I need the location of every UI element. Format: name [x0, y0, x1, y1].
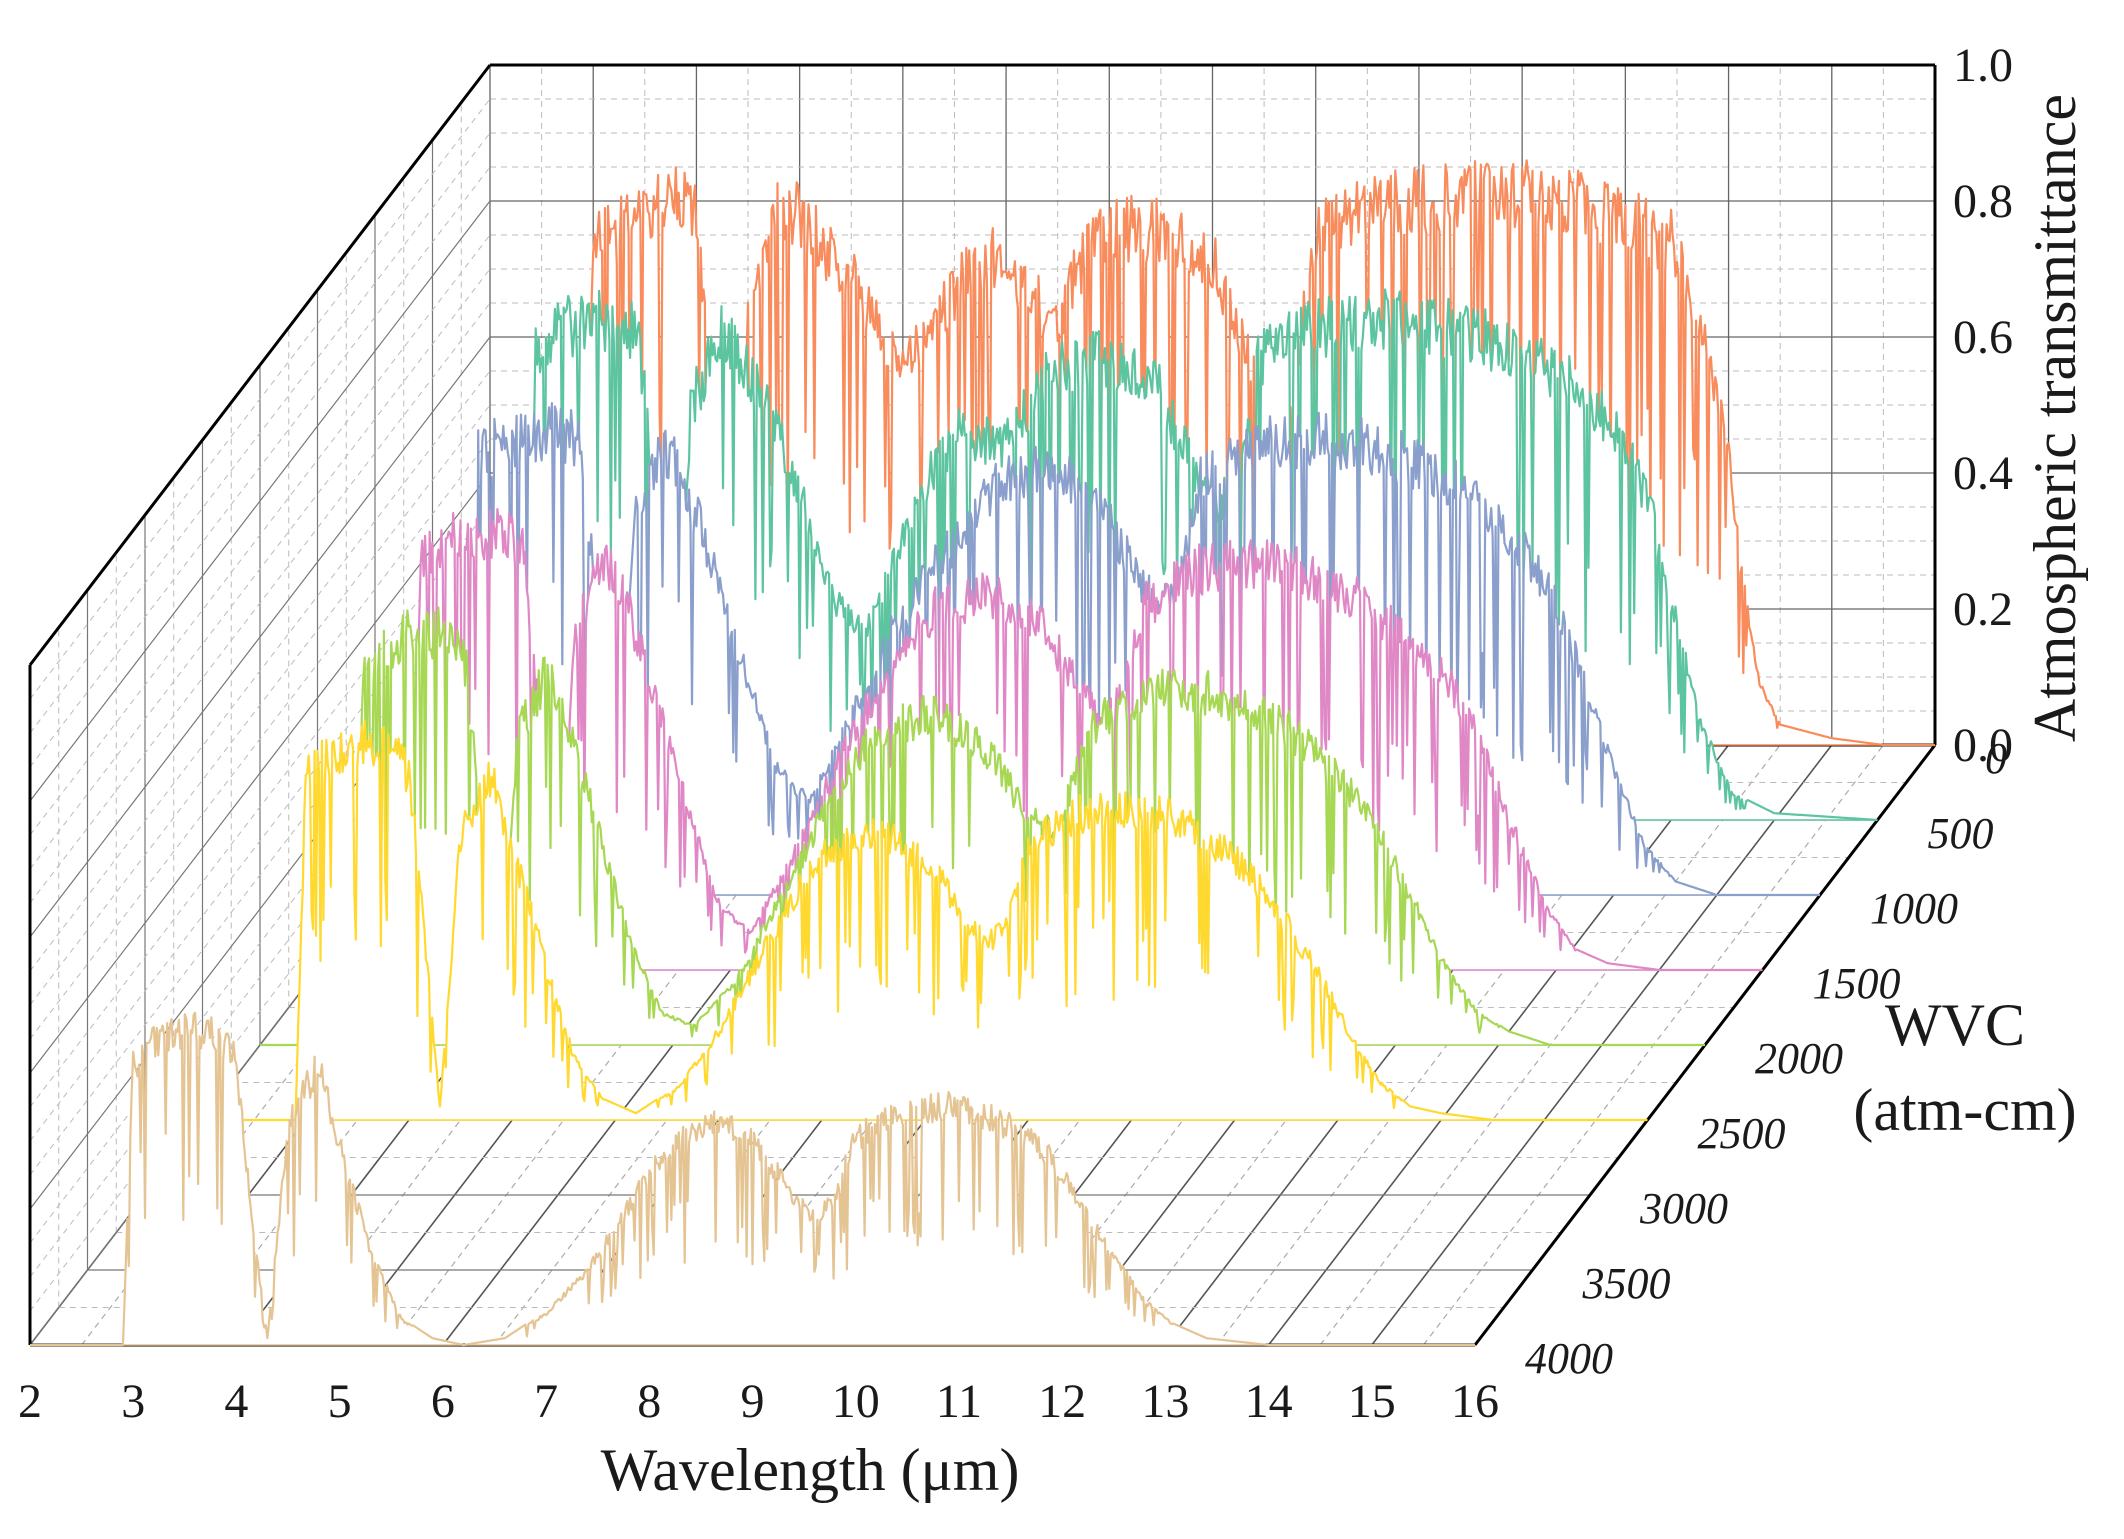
z-tick-label: 1.0: [1953, 39, 2013, 92]
side-grid-line: [29, 132, 491, 734]
series-line-wvc-2500: [202, 719, 1648, 1122]
series-layer: [30, 159, 1935, 1347]
z-axis-title: Atmospheric transmittance: [2022, 94, 2088, 742]
wvc-tick-label: 0: [1985, 734, 2007, 783]
z-tick-label: 0.0: [1953, 719, 2013, 772]
x-tick-label: 5: [328, 1375, 352, 1428]
wvc-tick-label: 500: [1928, 809, 1994, 858]
x-tick-label: 2: [18, 1375, 42, 1428]
side-grid-line: [29, 98, 491, 700]
wvc-axis-unit: (atm-cm): [1853, 1077, 2076, 1143]
z-tick-labels: 0.0 0.2 0.4 0.6 0.8 1.0: [1953, 39, 2013, 772]
x-tick-label: 6: [431, 1375, 455, 1428]
x-tick-label: 4: [224, 1375, 248, 1428]
x-tick-label: 15: [1348, 1375, 1396, 1428]
wvc-tick-label: 3500: [1582, 1259, 1671, 1308]
side-grid-line: [29, 302, 491, 904]
z-tick-label: 0.6: [1953, 311, 2013, 364]
z-tick-label: 0.8: [1953, 175, 2013, 228]
wvc-tick-label: 1000: [1870, 884, 1958, 933]
x-tick-label: 12: [1038, 1375, 1086, 1428]
series-occlusion-2000: [260, 607, 1705, 1045]
wvc-axis-title: WVC: [1885, 992, 2025, 1058]
x-tick-labels: 2 3 4 5 6 7 8 9 10 11 12 13 14 15 16: [18, 1375, 1499, 1428]
x-tick-label: 8: [637, 1375, 661, 1428]
side-grid-line: [29, 404, 491, 1006]
side-grid-line: [29, 540, 491, 1142]
x-tick-label: 16: [1451, 1375, 1499, 1428]
series-occlusion-4000: [30, 1012, 1475, 1345]
series-occlusion-2500: [202, 720, 1648, 1120]
wvc-tick-label: 4000: [1525, 1334, 1613, 1383]
x-tick-label: 3: [121, 1375, 145, 1428]
side-grid-line: [29, 234, 491, 836]
side-grid-line: [29, 472, 491, 1074]
side-grid-line: [29, 268, 491, 870]
side-grid-line: [29, 336, 491, 938]
x-tick-label: 13: [1141, 1375, 1189, 1428]
wvc-tick-label: 2500: [1698, 1109, 1786, 1158]
wvc-tick-labels: 0 500 1000 1500 2000 2500 3000 3500 4000: [1525, 734, 2007, 1383]
wvc-tick-label: 1500: [1813, 959, 1901, 1008]
axis-frame-edge: [28, 64, 492, 666]
z-tick-label: 0.2: [1953, 583, 2013, 636]
x-tick-label: 9: [741, 1375, 765, 1428]
x-tick-label: 7: [534, 1375, 558, 1428]
side-grid-line: [29, 506, 491, 1108]
x-tick-label: 14: [1245, 1375, 1293, 1428]
side-grid-line: [29, 438, 491, 1040]
wvc-tick-label: 2000: [1755, 1034, 1843, 1083]
x-axis-title: Wavelength (μm): [601, 1437, 1020, 1503]
z-tick-label: 0.4: [1953, 447, 2013, 500]
side-grid-line: [29, 166, 491, 768]
series-line-wvc-4000: [30, 1011, 1475, 1347]
side-grid-line: [29, 370, 491, 972]
x-tick-label: 11: [936, 1375, 982, 1428]
x-tick-label: 10: [832, 1375, 880, 1428]
wvc-tick-label: 3000: [1639, 1184, 1728, 1233]
side-grid-line: [29, 200, 491, 802]
